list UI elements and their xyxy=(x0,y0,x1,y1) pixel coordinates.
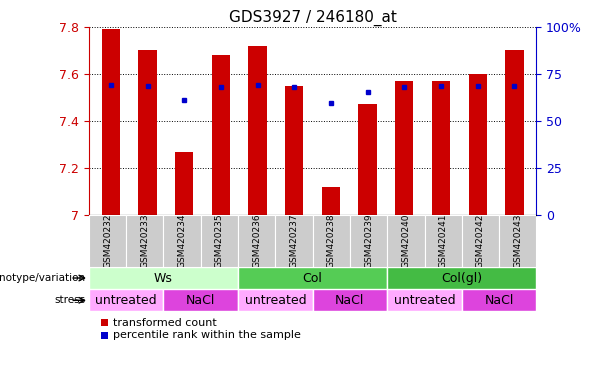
Text: GSM420234: GSM420234 xyxy=(178,214,186,268)
Bar xyxy=(424,215,462,267)
Text: genotype/variation: genotype/variation xyxy=(0,273,86,283)
Text: Ws: Ws xyxy=(154,271,173,285)
Text: NaCl: NaCl xyxy=(484,294,514,307)
Text: untreated: untreated xyxy=(394,294,455,307)
Text: GSM420241: GSM420241 xyxy=(439,214,447,268)
Bar xyxy=(238,267,387,289)
Bar xyxy=(432,81,450,215)
Bar xyxy=(387,215,424,267)
Text: GSM420235: GSM420235 xyxy=(215,214,224,268)
Bar xyxy=(499,215,536,267)
Bar xyxy=(89,215,126,267)
Text: GSM420238: GSM420238 xyxy=(327,214,336,268)
Title: GDS3927 / 246180_at: GDS3927 / 246180_at xyxy=(229,9,397,25)
Text: Col(gl): Col(gl) xyxy=(441,271,482,285)
Bar xyxy=(102,29,120,215)
Text: NaCl: NaCl xyxy=(335,294,365,307)
Bar xyxy=(387,267,536,289)
Bar xyxy=(164,289,238,311)
Bar xyxy=(359,104,377,215)
Bar xyxy=(462,289,536,311)
Text: GSM420240: GSM420240 xyxy=(402,214,410,268)
Bar xyxy=(248,46,267,215)
Text: stress: stress xyxy=(55,295,86,305)
Bar xyxy=(275,215,313,267)
Bar xyxy=(201,215,238,267)
Bar xyxy=(313,215,350,267)
Bar xyxy=(322,187,340,215)
Text: GSM420237: GSM420237 xyxy=(289,214,299,268)
Text: GSM420239: GSM420239 xyxy=(364,214,373,268)
Bar xyxy=(395,81,414,215)
Bar xyxy=(211,55,230,215)
Text: untreated: untreated xyxy=(96,294,157,307)
Bar xyxy=(164,215,200,267)
Text: percentile rank within the sample: percentile rank within the sample xyxy=(113,330,301,340)
Bar xyxy=(285,86,303,215)
Bar xyxy=(313,289,387,311)
Text: Col: Col xyxy=(303,271,322,285)
Bar xyxy=(89,267,238,289)
Bar xyxy=(89,289,164,311)
Bar xyxy=(238,289,313,311)
Bar xyxy=(468,74,487,215)
Bar xyxy=(505,50,524,215)
Bar xyxy=(126,215,164,267)
Bar xyxy=(387,289,462,311)
Text: GSM420233: GSM420233 xyxy=(140,214,150,268)
Text: GSM420243: GSM420243 xyxy=(513,214,522,268)
Text: GSM420242: GSM420242 xyxy=(476,214,485,268)
Bar xyxy=(238,215,275,267)
Text: NaCl: NaCl xyxy=(186,294,215,307)
Text: transformed count: transformed count xyxy=(113,318,217,328)
Text: untreated: untreated xyxy=(245,294,306,307)
Bar xyxy=(350,215,387,267)
Text: GSM420232: GSM420232 xyxy=(103,214,112,268)
Bar xyxy=(462,215,499,267)
Bar xyxy=(175,152,194,215)
Bar xyxy=(139,50,157,215)
Text: GSM420236: GSM420236 xyxy=(252,214,261,268)
